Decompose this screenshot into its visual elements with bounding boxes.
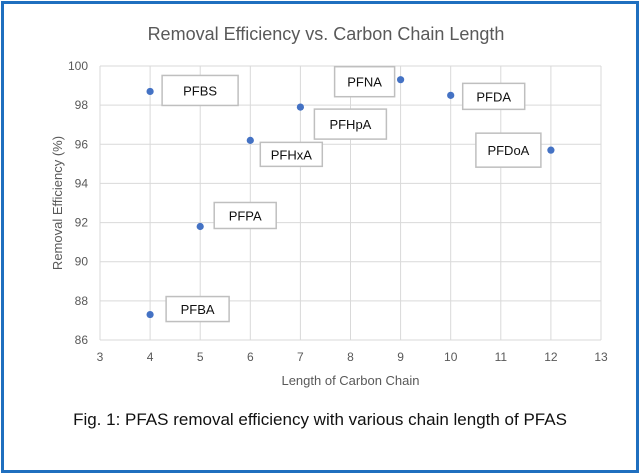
x-tick-label: 3 (97, 350, 104, 364)
y-tick-label: 86 (75, 333, 89, 347)
data-point (397, 76, 404, 83)
data-point (147, 311, 154, 318)
x-tick-label: 10 (444, 350, 458, 364)
data-label: PFHxA (271, 147, 313, 162)
y-tick-label: 100 (68, 59, 88, 73)
x-tick-label: 7 (297, 350, 304, 364)
data-label: PFDA (476, 89, 511, 104)
data-point (247, 137, 254, 144)
x-tick-label: 13 (594, 350, 608, 364)
scatter-plot: 3 4 5 6 7 8 9 10 11 12 13 86 88 90 92 94 96 98 100 Length o… (0, 0, 640, 400)
x-axis-label: Length of Carbon Chain (281, 373, 419, 388)
x-tick-label: 12 (544, 350, 558, 364)
data-label: PFBA (181, 302, 215, 317)
x-tick-label: 9 (397, 350, 404, 364)
y-tick-label: 90 (75, 255, 89, 269)
x-tick-label: 6 (247, 350, 254, 364)
y-tick-label: 98 (75, 98, 89, 112)
data-point (147, 88, 154, 95)
data-point (297, 104, 304, 111)
data-point (447, 92, 454, 99)
y-tick-label: 96 (75, 137, 89, 151)
data-label: PFPA (229, 208, 262, 223)
y-axis-label: Removal Efficiency (%) (50, 136, 65, 270)
figure-caption: Fig. 1: PFAS removal efficiency with var… (0, 410, 640, 430)
y-tick-label: 92 (75, 216, 89, 230)
x-tick-label: 5 (197, 350, 204, 364)
x-tick-label: 4 (147, 350, 154, 364)
y-tick-label: 94 (75, 176, 89, 190)
data-label: PFNA (347, 75, 382, 90)
data-label: PFHpA (329, 117, 371, 132)
data-label: PFBS (183, 83, 217, 98)
y-tick-label: 88 (75, 294, 89, 308)
data-label: PFDoA (487, 143, 529, 158)
x-tick-label: 8 (347, 350, 354, 364)
data-point (547, 147, 554, 154)
x-tick-label: 11 (495, 350, 508, 364)
data-point (197, 223, 204, 230)
